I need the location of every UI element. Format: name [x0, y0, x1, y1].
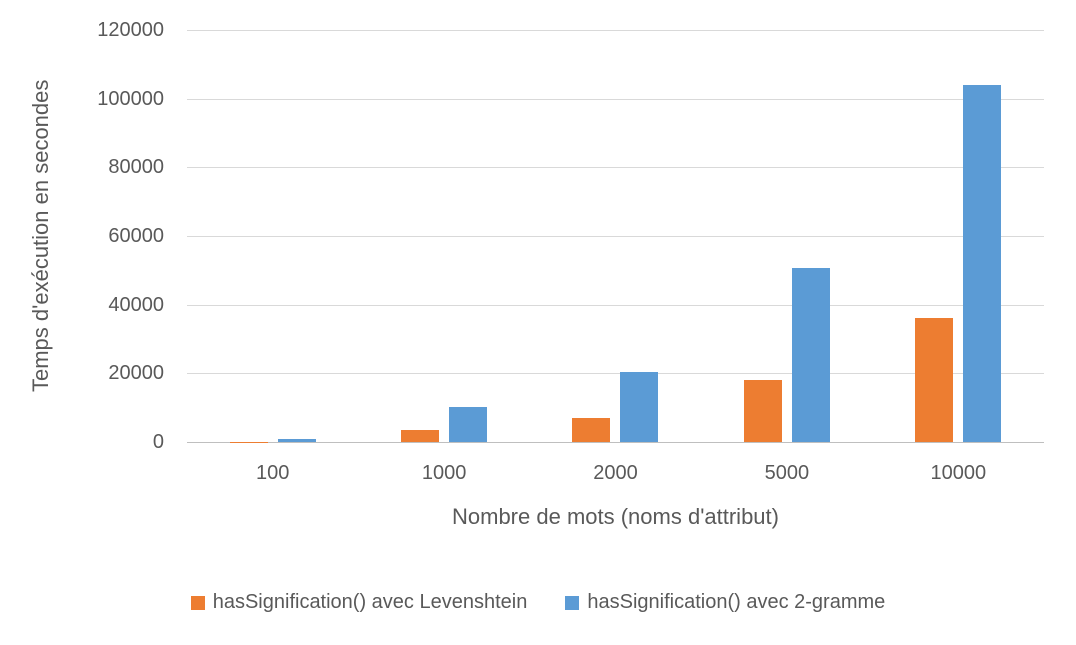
bar-series0-5000	[743, 380, 782, 442]
bar-group-100	[187, 30, 358, 442]
x-tick-label: 2000	[593, 462, 638, 484]
legend-swatch-icon	[565, 595, 580, 610]
x-axis-title: Nombre de mots (noms d'attribut)	[452, 504, 779, 529]
y-tick-label: 0	[152, 431, 164, 453]
legend-label: hasSignification() avec Levenshtein	[212, 591, 528, 613]
x-tick-label: 10000	[930, 462, 987, 484]
bar-group-10000	[873, 30, 1044, 442]
bar-group-1000	[358, 30, 529, 442]
bar-group-2000	[530, 30, 701, 442]
x-axis-line	[187, 442, 1044, 443]
x-tick-label: 5000	[764, 462, 810, 484]
gridline	[187, 30, 1044, 31]
gridline	[187, 98, 1044, 100]
x-tick-label: 1000	[421, 462, 467, 484]
legend-item: hasSignification() avec 2-gramme	[565, 591, 885, 614]
legend-label: hasSignification() avec 2-gramme	[587, 591, 886, 613]
y-tick-label: 100000	[97, 87, 164, 110]
x-tick-label: 100	[256, 462, 290, 484]
bar-series0-10000	[915, 317, 954, 442]
bar-series1-1000	[449, 407, 488, 442]
bar-series1-2000	[620, 372, 659, 442]
y-tick-label: 120000	[97, 19, 164, 41]
bar-series0-2000	[572, 418, 611, 442]
bar-series1-10000	[963, 84, 1002, 442]
gridline	[187, 373, 1044, 375]
y-tick-label: 80000	[108, 156, 164, 179]
bar-series1-100	[277, 438, 316, 442]
y-tick-label: 60000	[108, 225, 164, 247]
bar-series0-1000	[401, 430, 440, 442]
legend-swatch-icon	[190, 595, 205, 610]
gridline	[187, 167, 1044, 169]
y-tick-label: 20000	[108, 362, 164, 385]
y-tick-label: 40000	[108, 293, 164, 316]
bar-group-5000	[701, 30, 872, 442]
legend-item: hasSignification() avec Levenshtein	[190, 591, 528, 614]
gridline	[187, 236, 1044, 237]
gridline	[187, 304, 1044, 306]
bar-series1-5000	[791, 268, 830, 442]
chart-legend: hasSignification() avec Levenshtein hasSi…	[0, 591, 1076, 614]
